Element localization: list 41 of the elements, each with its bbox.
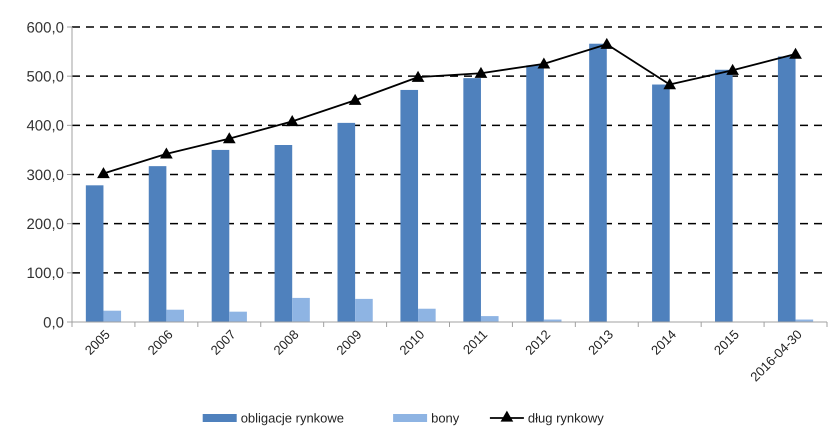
y-tick-label: 400,0 [26,118,64,135]
bar [229,312,247,322]
y-tick-label: 200,0 [26,216,64,233]
point [286,115,299,126]
bar [480,316,499,322]
bar [338,122,356,322]
y-tick-label: 0,0 [43,314,64,332]
bar [355,298,373,322]
point [474,66,488,78]
point [412,70,424,82]
bar [166,310,184,322]
point [663,78,676,90]
point [789,48,802,59]
bar [526,65,544,322]
legend-label: dług rynkowy [528,410,604,426]
bar [212,150,230,322]
point [600,38,614,49]
bar [274,145,292,322]
legend-label: obligacje rynkowe [240,410,344,426]
y-tick-label: 100,0 [26,265,64,282]
point [726,64,739,75]
legend-label: bony [431,410,460,426]
y-tick-label: 600,0 [26,19,64,36]
bar [292,298,310,322]
bar [715,70,733,322]
bar [103,310,122,322]
bar [463,78,481,322]
point [538,58,550,69]
bar [589,44,607,322]
bar [418,308,436,322]
bar [148,166,166,322]
point [97,167,110,178]
point [160,148,173,159]
bar [400,90,418,322]
bar [86,185,104,322]
bar [778,56,796,322]
y-tick-label: 500,0 [26,68,64,86]
y-tick-label: 300,0 [26,166,64,184]
bar [652,84,670,322]
point [222,132,236,144]
point [348,94,362,105]
